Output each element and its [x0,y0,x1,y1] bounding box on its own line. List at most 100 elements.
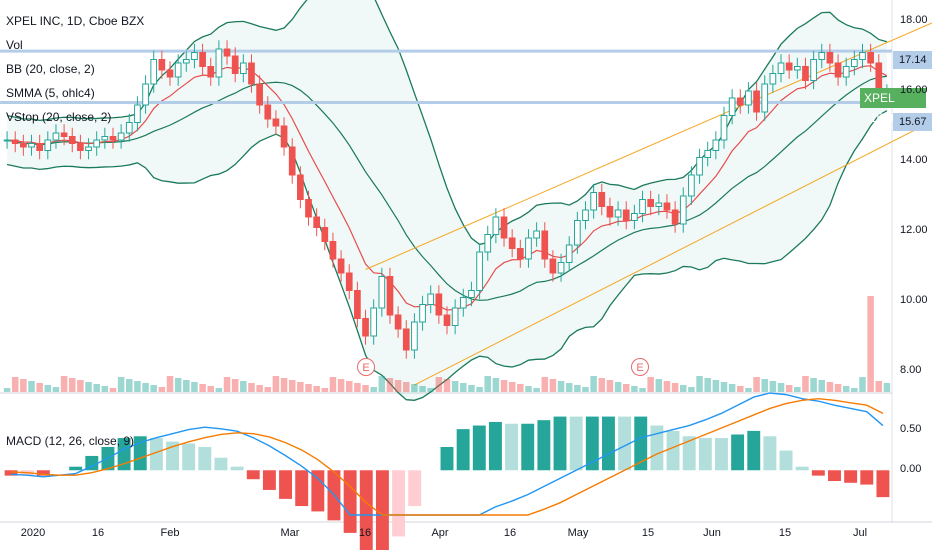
macd-histogram-bar [811,470,825,476]
macd-histogram-bar [456,429,470,471]
vol-legend: Vol [6,38,23,52]
candle-body [3,139,11,142]
candle-body [394,314,402,330]
candle-body [867,52,874,64]
macd-histogram-bar [828,470,841,482]
candle-body [647,199,655,207]
candle-body [68,136,76,144]
volume-bar [859,377,866,392]
candle-body [248,62,255,85]
candle-body [810,59,817,81]
time-axis-tick: 16 [358,527,372,539]
volume-bar [500,380,508,392]
macd-histogram-bar [36,470,50,476]
macd-histogram-bar [844,470,858,483]
volume-bar [411,384,418,392]
volume-bar [174,378,182,392]
candle-body [297,174,304,200]
volume-bar [565,383,573,392]
candle-body [77,143,84,151]
symbol-legend: XPEL INC, 1D, Cboe BZX [6,14,145,28]
volume-bar [590,376,597,392]
earnings-event-marker[interactable]: E [357,358,375,376]
candle-body [459,297,467,309]
earnings-event-marker[interactable]: E [631,358,649,376]
candle-body [639,199,646,214]
volume-bar [354,383,361,392]
volume-bar [158,387,166,392]
candle-body [500,216,508,239]
candle-body [753,90,760,113]
candle-body [44,139,52,151]
candle-body [508,237,516,249]
time-axis-tick: May [567,527,589,539]
volume-bar [419,386,426,392]
candle-body [20,143,27,148]
candle-body [158,59,166,71]
volume-bar [663,381,671,392]
candle-body [802,66,809,81]
macd-histogram-bar [166,441,179,471]
candle-body [655,202,663,207]
candle-body [590,192,597,211]
volume-bar [802,376,809,392]
volume-bar [378,376,386,392]
macd-histogram-bar [634,416,648,471]
volume-bar [150,385,157,392]
volume-bar [60,376,68,392]
macd-histogram-bar [279,470,293,499]
candle-body [443,314,451,326]
macd-histogram-bar [4,470,18,476]
volume-bar [427,388,434,392]
time-axis-tick: Jul [852,527,868,539]
candle-body [134,104,141,123]
candle-body [582,209,589,221]
candle-body [207,66,215,78]
volume-bar [460,383,467,392]
macd-histogram-bar [795,466,809,471]
macd-histogram-bar [230,466,244,471]
bollinger-basis-line [6,75,888,301]
candle-body [272,118,280,127]
volume-bar [851,388,858,392]
volume-bar [647,377,654,392]
macd-histogram-bar [359,470,373,550]
candle-body [859,52,866,60]
candle-body [549,258,557,274]
volume-bar [631,386,638,392]
macd-histogram-bar [488,421,502,471]
macd-histogram-bar [553,416,567,471]
candle-body [704,150,712,158]
candle-body [305,199,312,218]
volume-bar [517,384,524,392]
candle-body [142,83,149,106]
macd-histogram-bar [747,430,761,471]
volume-bar [655,379,663,392]
candle-body [386,276,394,316]
volume-bar [142,383,149,392]
volume-bar [753,377,760,392]
macd-histogram-bar [585,416,599,471]
candle-body [492,216,500,235]
candle-body [174,62,182,78]
macd-histogram-bar [763,436,777,471]
macd-histogram-bar [182,443,196,471]
macd-histogram-bar [343,470,357,533]
volume-bar [93,384,100,392]
bollinger-lower-line [6,110,888,401]
volume-bar [451,381,459,392]
price-axis-tick: 16.00 [900,84,928,96]
volume-bar [598,378,606,392]
last-price-value: 15.94 [870,111,901,125]
price-axis-tick: 14.00 [900,154,928,166]
macd-histogram-bar [69,466,83,471]
volume-bar [688,387,695,392]
macd-histogram-bar [537,420,551,471]
volume-bar [745,388,752,392]
candle-body [769,73,777,85]
macd-histogram-bar [715,438,728,471]
candle-body [834,62,842,78]
macd-axis-tick: 0.50 [900,422,922,435]
candle-body [631,213,638,221]
volume-bar [370,387,377,392]
